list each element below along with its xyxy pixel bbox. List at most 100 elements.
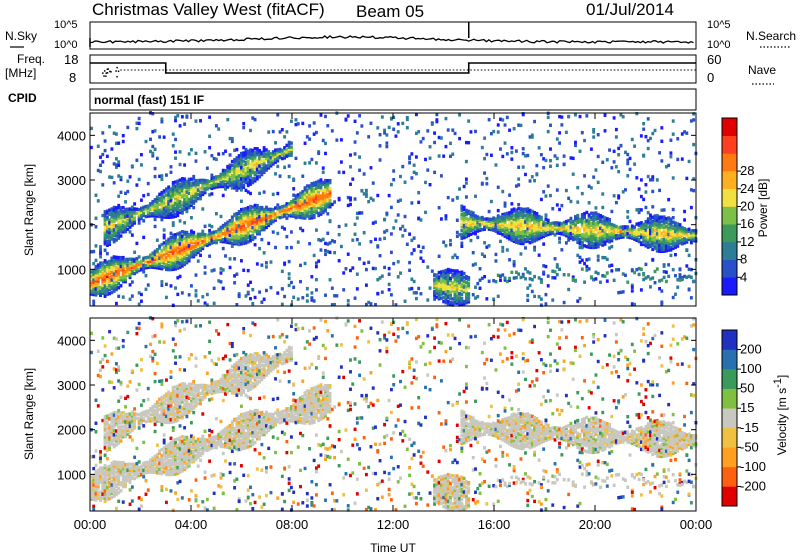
power-cell — [237, 224, 241, 228]
power-cell — [299, 207, 302, 212]
power-cell — [114, 283, 118, 288]
power-cell — [533, 213, 537, 217]
power-cell — [199, 186, 202, 191]
power-cell — [312, 187, 316, 191]
power-cell — [501, 118, 505, 122]
power-cell — [201, 295, 205, 299]
power-cell — [139, 214, 143, 219]
power-cell — [483, 225, 487, 229]
power-cell — [521, 241, 525, 246]
power-cell — [605, 219, 609, 223]
power-cell — [612, 231, 616, 236]
power-cell — [583, 238, 587, 242]
velocity-cell — [105, 487, 109, 492]
power-cell — [389, 232, 393, 236]
power-cell — [146, 181, 150, 186]
power-cell — [685, 131, 689, 135]
power-cell — [439, 174, 443, 178]
power-cell — [251, 205, 255, 209]
power-cell — [617, 196, 621, 200]
power-cell — [553, 270, 557, 274]
power-cell — [271, 129, 275, 134]
power-cell — [589, 241, 593, 246]
power-cell — [119, 226, 123, 230]
power-cell — [476, 217, 480, 221]
power-cell — [460, 302, 464, 307]
power-cell — [246, 173, 250, 178]
power-cell — [255, 209, 259, 214]
power-cell — [124, 229, 127, 234]
power-cell — [155, 195, 159, 199]
power-cell — [660, 233, 664, 237]
power-cell — [571, 227, 575, 232]
power-cell — [112, 162, 116, 166]
power-cell — [180, 201, 184, 205]
power-cell — [464, 230, 468, 235]
power-cell — [476, 229, 480, 233]
power-cell — [539, 280, 543, 284]
power-cell — [114, 216, 118, 220]
power-cell — [212, 238, 216, 242]
power-cell — [462, 211, 466, 216]
power-cell — [533, 237, 537, 241]
power-cell — [433, 278, 437, 283]
power-cell — [669, 217, 673, 221]
power-cell — [292, 193, 296, 197]
power-cell — [264, 265, 268, 269]
power-cell — [114, 206, 118, 210]
power-cell — [464, 295, 468, 299]
power-cell — [669, 245, 673, 250]
cpid-panel-frame — [89, 88, 697, 111]
power-cell — [244, 154, 248, 159]
velocity-cell — [108, 429, 112, 433]
power-cell — [271, 215, 275, 220]
power-cell — [276, 208, 280, 213]
power-cell — [567, 273, 571, 277]
power-cell — [605, 225, 609, 229]
power-cell — [574, 235, 577, 239]
power-cell — [412, 291, 416, 295]
power-cell — [674, 227, 677, 231]
power-cell — [464, 297, 468, 301]
power-cell — [283, 152, 287, 156]
power-cell — [169, 284, 173, 288]
power-cell — [269, 285, 273, 290]
power-cell — [108, 265, 112, 270]
power-cell — [244, 294, 248, 298]
power-cell — [542, 228, 546, 233]
power-cell — [160, 264, 164, 269]
power-cell — [192, 254, 196, 259]
power-cell — [612, 278, 616, 283]
power-cell — [155, 202, 159, 206]
power-cell — [592, 229, 596, 234]
power-cell — [117, 234, 121, 238]
power-cell — [471, 221, 475, 225]
power-cell — [392, 178, 396, 182]
power-cell — [264, 215, 268, 220]
power-cell — [317, 199, 321, 204]
power-cell — [162, 253, 166, 257]
power-cell — [446, 281, 450, 286]
power-cell — [242, 241, 246, 246]
power-cell — [458, 233, 462, 237]
power-cell — [526, 153, 530, 158]
power-cell — [419, 256, 423, 260]
power-cell — [635, 176, 639, 180]
power-cell — [242, 235, 246, 240]
power-cell — [108, 262, 112, 267]
power-cell — [576, 234, 580, 239]
velocity-cell — [94, 449, 98, 453]
power-cell — [689, 229, 693, 233]
power-cell — [108, 230, 112, 235]
power-cell — [564, 241, 568, 245]
power-cell — [444, 295, 448, 299]
power-cell — [139, 212, 143, 217]
power-cell — [435, 281, 439, 285]
power-cell — [667, 228, 671, 232]
power-cell — [124, 219, 127, 224]
velocity-cell — [110, 434, 114, 438]
velocity-cell — [103, 415, 107, 419]
power-cell — [324, 186, 327, 191]
power-cell — [287, 214, 291, 218]
power-cell — [478, 228, 482, 232]
